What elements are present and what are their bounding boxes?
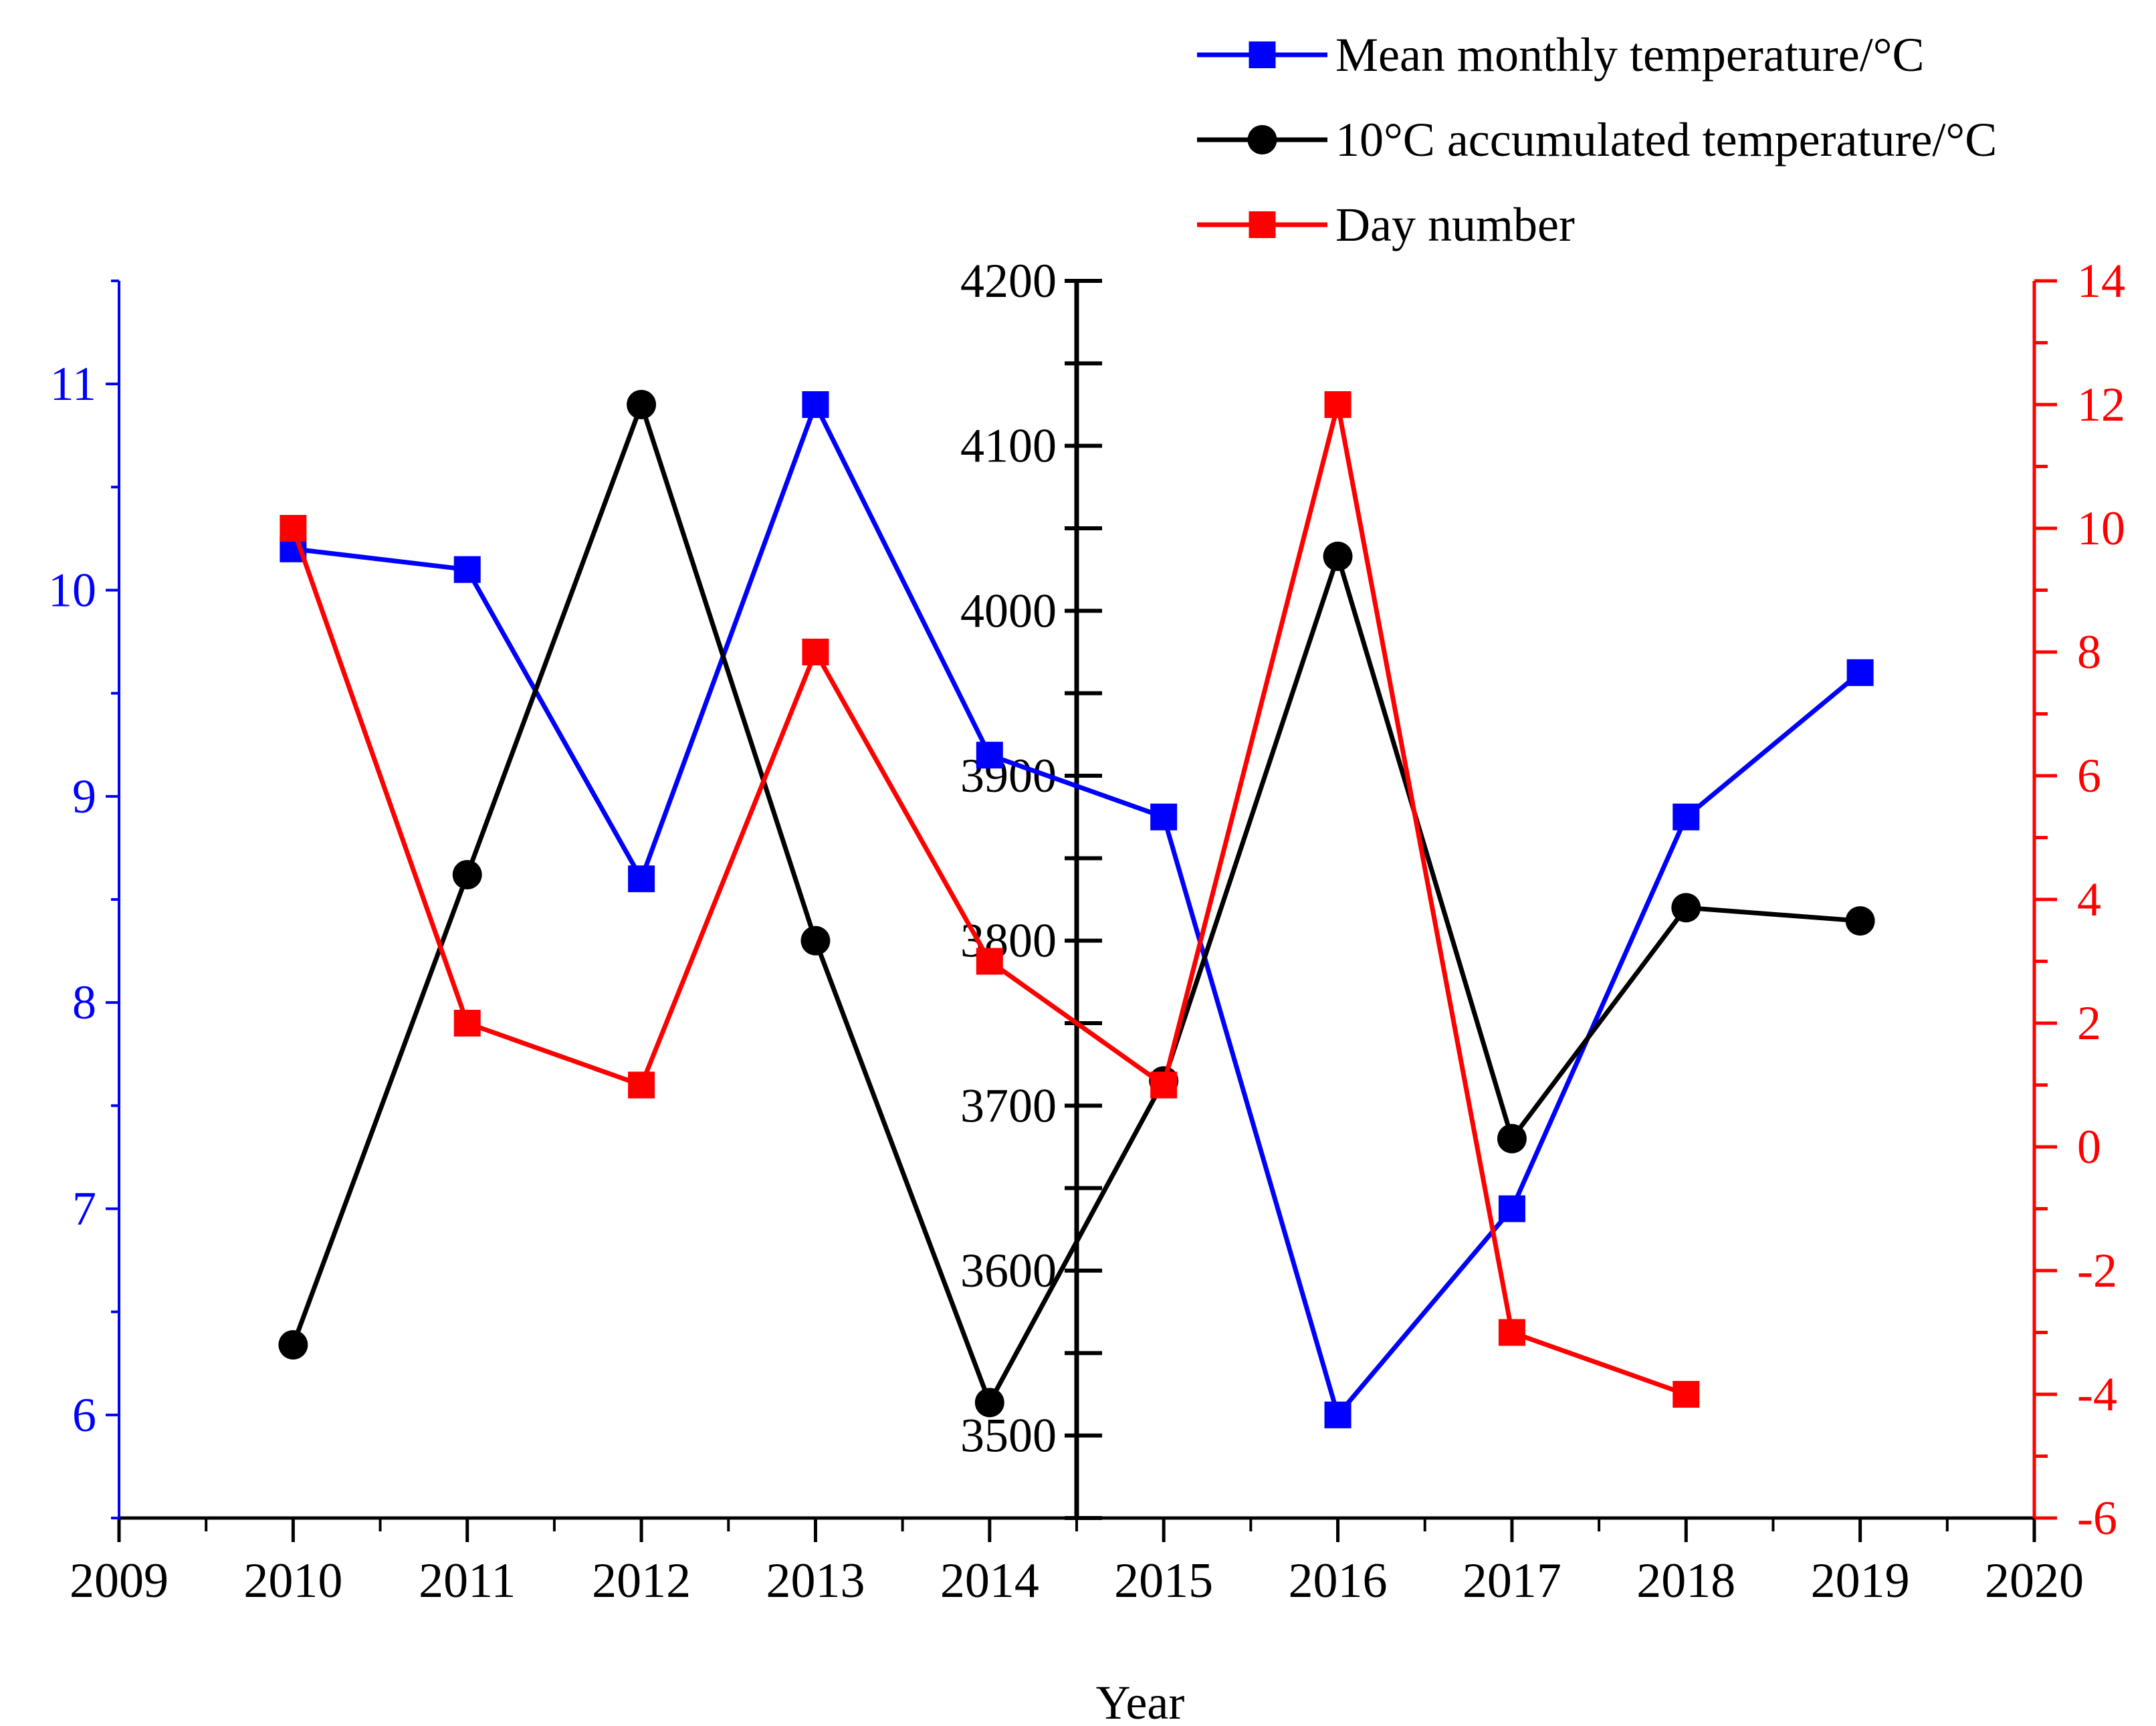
legend: Mean monthly temperature/°C 10°C accumula…: [1197, 28, 1997, 251]
legend-marker: [1249, 211, 1276, 238]
middle-y-tick-label: 3500: [960, 1409, 1057, 1463]
data-point: [1150, 1071, 1178, 1099]
x-tick-label: 2009: [70, 1553, 169, 1608]
left-y-tick-label: 7: [72, 1182, 96, 1236]
middle-y-tick-label: 4200: [960, 254, 1057, 308]
data-point: [974, 1388, 1004, 1418]
left-y-tick-label: 10: [48, 564, 96, 617]
legend-marker: [1247, 125, 1277, 154]
legend-marker: [1249, 41, 1276, 68]
right-y-tick-label: 6: [2077, 749, 2101, 802]
right-y-tick-label: 4: [2077, 873, 2101, 926]
data-point: [1324, 1401, 1352, 1428]
series-line: [291, 402, 1860, 1405]
left-y-tick-label: 9: [72, 770, 96, 823]
data-point: [278, 1330, 308, 1360]
right-y-tick-label: -4: [2077, 1368, 2117, 1421]
series-0: [280, 391, 1874, 1428]
data-point: [1673, 803, 1700, 831]
data-point: [1150, 803, 1178, 831]
series-line: [292, 402, 1862, 1418]
data-point: [1497, 1123, 1527, 1154]
x-tick-label: 2011: [419, 1553, 516, 1608]
data-point: [976, 948, 1003, 975]
data-point: [802, 391, 829, 418]
legend-item: Mean monthly temperature/°C: [1197, 28, 1925, 82]
data-point: [800, 926, 831, 956]
data-point: [628, 865, 655, 893]
middle-y-tick-label: 3600: [960, 1244, 1057, 1297]
left-y-tick-label: 6: [72, 1388, 96, 1442]
data-point: [1846, 659, 1874, 686]
right-y-tick-label: 12: [2077, 378, 2125, 431]
x-tick-label: 2020: [1985, 1553, 2084, 1608]
x-tick-label: 2015: [1114, 1553, 1213, 1608]
right-y-tick-label: 14: [2077, 254, 2125, 308]
left-y-tick-label: 8: [72, 976, 96, 1029]
middle-y-tick-label: 3800: [960, 914, 1057, 968]
right-y-tick-label: 10: [2077, 502, 2125, 555]
data-point: [1323, 541, 1353, 571]
legend-label: 10°C accumulated temperature/°C: [1335, 113, 1997, 167]
right-y-tick-label: 0: [2077, 1120, 2101, 1174]
series-2: [280, 391, 1700, 1408]
data-point: [280, 515, 307, 542]
x-tick-label: 2012: [592, 1553, 691, 1608]
legend-item: 10°C accumulated temperature/°C: [1197, 113, 1997, 167]
middle-y-tick-label: 3700: [960, 1079, 1057, 1132]
data-point: [628, 1071, 655, 1099]
data-point: [1498, 1195, 1525, 1222]
data-point: [1845, 906, 1875, 936]
right-y-tick-label: 8: [2077, 625, 2101, 679]
x-axis-title: Year: [1096, 1676, 1185, 1726]
data-point: [976, 742, 1003, 769]
right-y-tick-label: -2: [2077, 1244, 2117, 1297]
middle-y-tick-label: 4000: [960, 584, 1057, 637]
x-tick-label: 2016: [1289, 1553, 1388, 1608]
data-point: [1673, 1381, 1700, 1408]
series-layer: [278, 390, 1875, 1428]
axes-layer: 2009 2010 2011 2012 2013 2014 2015 2016 2017 2018…: [48, 254, 2125, 1608]
right-y-tick-label: -6: [2077, 1491, 2117, 1545]
data-point: [802, 639, 829, 665]
legend-label: Mean monthly temperature/°C: [1335, 28, 1925, 82]
data-point: [1324, 391, 1352, 418]
data-point: [453, 556, 481, 583]
middle-y-tick-label: 4100: [960, 419, 1057, 473]
data-point: [1498, 1319, 1525, 1346]
x-tick-label: 2013: [766, 1553, 865, 1608]
data-point: [452, 860, 482, 889]
right-y-tick-label: 2: [2077, 996, 2101, 1050]
x-tick-label: 2010: [243, 1553, 342, 1608]
x-tick-label: 2018: [1636, 1553, 1735, 1608]
data-point: [453, 1010, 481, 1037]
x-tick-label: 2019: [1811, 1553, 1910, 1608]
left-y-tick-label: 11: [50, 357, 96, 411]
data-point: [1671, 893, 1701, 923]
x-tick-label: 2014: [940, 1553, 1039, 1608]
legend-item: Day number: [1197, 198, 1575, 251]
x-tick-label: 2017: [1463, 1553, 1561, 1608]
data-point: [627, 390, 657, 419]
legend-label: Day number: [1335, 198, 1575, 251]
